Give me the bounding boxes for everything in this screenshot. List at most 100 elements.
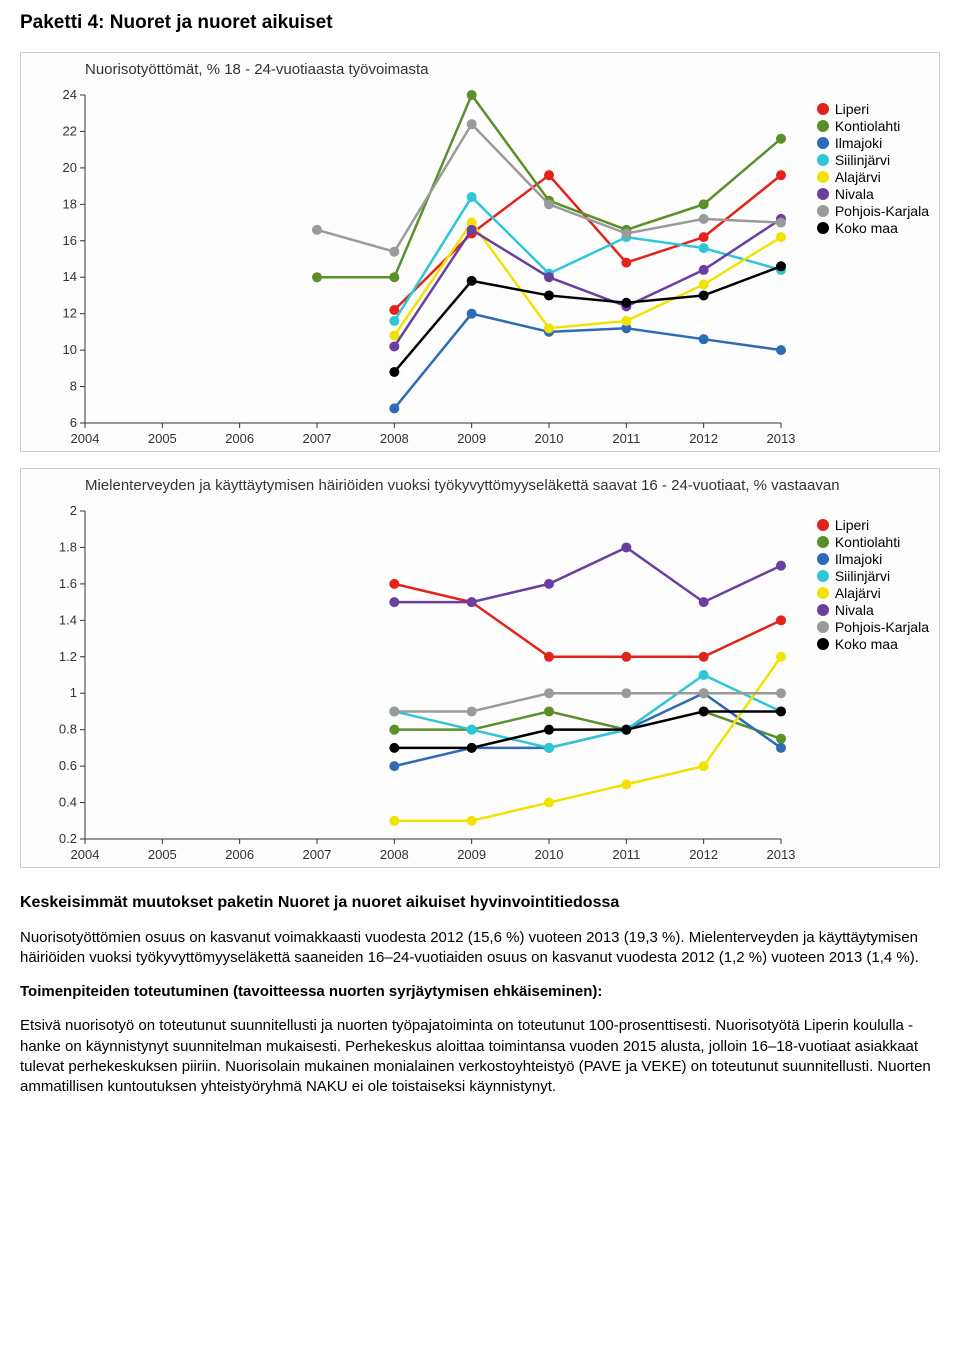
legend-item: Kontiolahti — [817, 118, 929, 134]
svg-text:2008: 2008 — [380, 431, 409, 446]
legend-label: Ilmajoki — [835, 135, 882, 151]
legend-item: Nivala — [817, 602, 929, 618]
svg-text:0.8: 0.8 — [59, 722, 77, 737]
legend-label: Nivala — [835, 602, 874, 618]
svg-text:1: 1 — [70, 685, 77, 700]
svg-text:2004: 2004 — [71, 431, 100, 446]
legend-dot-icon — [817, 222, 829, 234]
legend-label: Koko maa — [835, 636, 898, 652]
chart-2: Mielenterveyden ja käyttäytymisen häiriö… — [20, 468, 940, 868]
legend-label: Koko maa — [835, 220, 898, 236]
legend-label: Alajärvi — [835, 585, 881, 601]
legend-dot-icon — [817, 553, 829, 565]
legend-item: Siilinjärvi — [817, 152, 929, 168]
svg-text:2012: 2012 — [689, 431, 718, 446]
legend-item: Kontiolahti — [817, 534, 929, 550]
svg-text:8: 8 — [70, 379, 77, 394]
legend-item: Koko maa — [817, 636, 929, 652]
svg-text:1.4: 1.4 — [59, 612, 77, 627]
svg-text:2007: 2007 — [303, 847, 332, 862]
svg-text:2012: 2012 — [689, 847, 718, 862]
legend-dot-icon — [817, 103, 829, 115]
legend-item: Pohjois-Karjala — [817, 619, 929, 635]
legend-label: Liperi — [835, 101, 869, 117]
svg-text:2004: 2004 — [71, 847, 100, 862]
svg-text:12: 12 — [63, 306, 77, 321]
svg-text:16: 16 — [63, 233, 77, 248]
legend-label: Siilinjärvi — [835, 152, 890, 168]
svg-text:2005: 2005 — [148, 431, 177, 446]
legend-label: Kontiolahti — [835, 118, 900, 134]
svg-text:2011: 2011 — [612, 847, 640, 862]
svg-text:24: 24 — [63, 87, 77, 102]
legend-label: Ilmajoki — [835, 551, 882, 567]
svg-text:2006: 2006 — [225, 847, 254, 862]
svg-text:20: 20 — [63, 160, 77, 175]
legend-dot-icon — [817, 587, 829, 599]
svg-text:2009: 2009 — [457, 431, 486, 446]
body-p2: Toimenpiteiden toteutuminen (tavoitteess… — [20, 982, 940, 1002]
legend-dot-icon — [817, 570, 829, 582]
legend-dot-icon — [817, 171, 829, 183]
svg-text:0.2: 0.2 — [59, 831, 77, 846]
legend-dot-icon — [817, 188, 829, 200]
legend-label: Nivala — [835, 186, 874, 202]
body-p1: Nuorisotyöttömien osuus on kasvanut voim… — [20, 928, 940, 969]
svg-text:10: 10 — [63, 342, 77, 357]
svg-text:18: 18 — [63, 196, 77, 211]
legend-label: Kontiolahti — [835, 534, 900, 550]
legend-label: Siilinjärvi — [835, 568, 890, 584]
svg-text:2013: 2013 — [767, 847, 796, 862]
chart-1: Nuorisotyöttömät, % 18 - 24-vuotiaasta t… — [20, 52, 940, 452]
svg-text:1.2: 1.2 — [59, 649, 77, 664]
legend-label: Pohjois-Karjala — [835, 203, 929, 219]
legend-label: Pohjois-Karjala — [835, 619, 929, 635]
svg-text:2008: 2008 — [380, 847, 409, 862]
chart-2-svg: 0.2 0.4 0.6 0.8 1 1.2 1.4 1.6 1.8 2 2004 2005 2006 20… — [21, 469, 941, 869]
legend-dot-icon — [817, 137, 829, 149]
legend-dot-icon — [817, 120, 829, 132]
legend-dot-icon — [817, 154, 829, 166]
svg-text:1.6: 1.6 — [59, 576, 77, 591]
legend-item: Ilmajoki — [817, 135, 929, 151]
svg-text:2005: 2005 — [148, 847, 177, 862]
legend-dot-icon — [817, 519, 829, 531]
legend-item: Liperi — [817, 517, 929, 533]
svg-text:0.6: 0.6 — [59, 758, 77, 773]
svg-text:2: 2 — [70, 503, 77, 518]
svg-text:14: 14 — [63, 269, 77, 284]
page-title: Paketti 4: Nuoret ja nuoret aikuiset — [20, 12, 940, 34]
svg-text:2011: 2011 — [612, 431, 640, 446]
legend-label: Alajärvi — [835, 169, 881, 185]
body-text: Keskeisimmät muutokset paketin Nuoret ja… — [20, 892, 940, 1097]
chart-1-svg: 6 8 10 12 14 16 18 20 22 24 2004 2005 2006 2007 2008 20… — [21, 53, 941, 453]
svg-text:2009: 2009 — [457, 847, 486, 862]
chart-2-legend: LiperiKontiolahtiIlmajokiSiilinjärviAlaj… — [817, 517, 929, 653]
legend-dot-icon — [817, 638, 829, 650]
legend-label: Liperi — [835, 517, 869, 533]
legend-item: Alajärvi — [817, 169, 929, 185]
legend-item: Liperi — [817, 101, 929, 117]
svg-text:6: 6 — [70, 415, 77, 430]
legend-item: Koko maa — [817, 220, 929, 236]
legend-dot-icon — [817, 536, 829, 548]
chart-1-legend: LiperiKontiolahtiIlmajokiSiilinjärviAlaj… — [817, 101, 929, 237]
legend-item: Alajärvi — [817, 585, 929, 601]
body-heading: Keskeisimmät muutokset paketin Nuoret ja… — [20, 892, 940, 914]
legend-dot-icon — [817, 205, 829, 217]
legend-item: Pohjois-Karjala — [817, 203, 929, 219]
body-p3: Etsivä nuorisotyö on toteutunut suunnite… — [20, 1016, 940, 1097]
legend-item: Ilmajoki — [817, 551, 929, 567]
svg-text:2010: 2010 — [535, 431, 564, 446]
svg-text:2006: 2006 — [225, 431, 254, 446]
svg-text:1.8: 1.8 — [59, 539, 77, 554]
legend-item: Nivala — [817, 186, 929, 202]
svg-text:2010: 2010 — [535, 847, 564, 862]
svg-text:0.4: 0.4 — [59, 795, 77, 810]
svg-text:2007: 2007 — [303, 431, 332, 446]
legend-dot-icon — [817, 621, 829, 633]
svg-text:2013: 2013 — [767, 431, 796, 446]
legend-item: Siilinjärvi — [817, 568, 929, 584]
legend-dot-icon — [817, 604, 829, 616]
svg-text:22: 22 — [63, 123, 77, 138]
